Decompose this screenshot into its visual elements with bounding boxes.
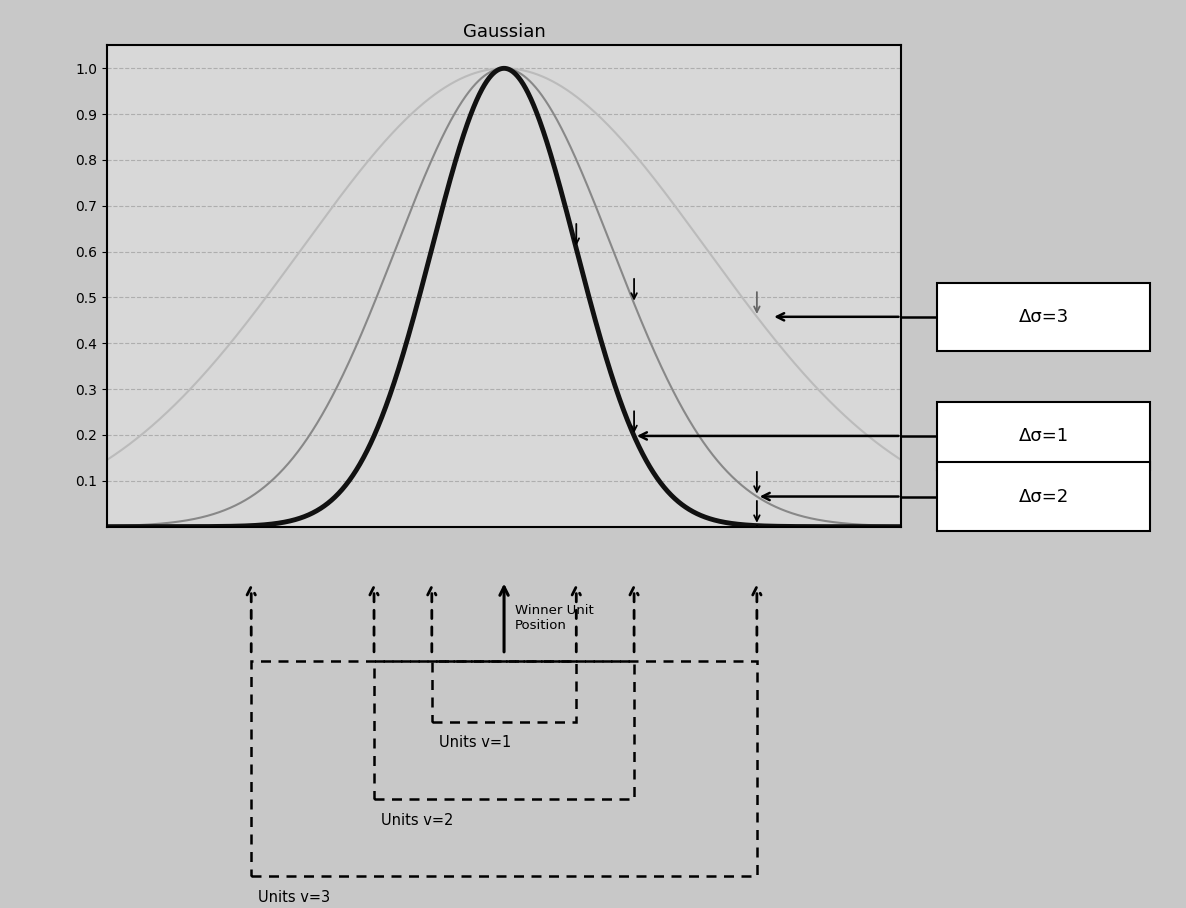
Text: Units v=3: Units v=3	[259, 890, 331, 905]
Bar	[251, 661, 757, 876]
Text: Δσ=3: Δσ=3	[1019, 308, 1069, 326]
Text: Units v=1: Units v=1	[439, 735, 511, 750]
Bar	[432, 661, 576, 722]
Title: Gaussian: Gaussian	[463, 23, 546, 41]
Text: Δσ=2: Δσ=2	[1019, 488, 1069, 506]
Text: Units v=2: Units v=2	[381, 813, 453, 827]
Text: Δσ=1: Δσ=1	[1019, 427, 1069, 445]
Bar	[374, 661, 635, 799]
Text: Winner Unit
Position: Winner Unit Position	[515, 604, 594, 632]
